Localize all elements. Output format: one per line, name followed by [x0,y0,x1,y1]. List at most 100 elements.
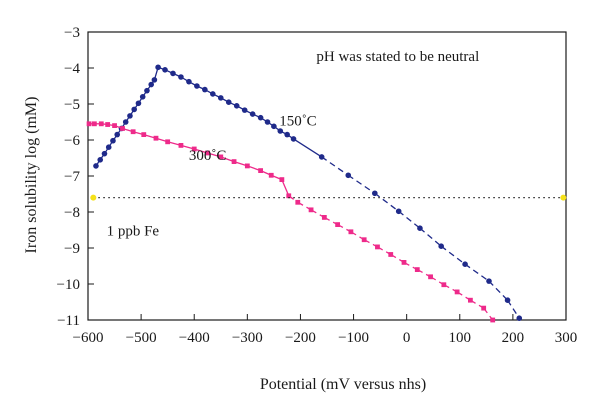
data-point [139,94,146,100]
data-point [241,107,248,113]
y-tick-label: −9 [64,241,80,257]
annotation-layer: pH was stated to be neutral 150˚C 300˚C 1 p… [107,49,480,240]
y-tick-label: −6 [64,133,80,149]
series-segment [398,210,421,229]
data-point [165,139,171,145]
y-tick-label: −5 [64,97,80,113]
x-axis-title: Potential (mV versus nhs) [260,376,426,393]
data-point [191,146,197,152]
data-point [271,123,277,130]
data-point [335,222,341,227]
y-tick-label: −7 [64,169,80,185]
data-point [97,157,104,163]
data-point [93,163,99,169]
y-axis-ticks: −3 −4 −5 −6 −7 −8 −9 −10 −11 [57,25,94,329]
data-point [153,135,159,141]
data-point [218,154,224,160]
y-tick-label: −8 [64,205,80,221]
data-point [141,132,147,137]
chart-annotation: pH was stated to be neutral [316,49,479,65]
data-point [454,289,460,295]
data-point [290,136,297,142]
data-point [162,67,168,73]
x-tick-label: 0 [403,330,411,346]
data-point [504,297,511,304]
data-point [308,207,314,213]
data-point [417,225,423,231]
series-1-ppb-fe [90,194,567,201]
plot-border [87,31,567,321]
y-tick-label: −10 [57,277,80,293]
data-point [217,95,224,101]
data-point [264,119,271,125]
data-point [257,114,264,121]
series-segment [293,138,323,158]
data-point [210,91,216,97]
data-point [151,77,158,83]
data-point [178,143,184,148]
data-point [120,126,125,131]
y-tick-label: −3 [64,25,80,41]
x-tick-label: 300 [555,330,578,346]
y-tick-label: −4 [64,61,80,77]
data-point [249,111,256,117]
data-point [277,128,284,134]
data-point [438,243,444,249]
data-point [135,100,142,107]
chart-annotation: 300˚C [189,148,227,164]
data-point [244,163,250,169]
data-point [375,244,380,250]
x-tick-label: 200 [502,330,525,346]
data-point [122,119,129,125]
series-segment [374,192,400,212]
data-point [395,208,402,215]
data-point [428,274,433,280]
data-point [233,103,240,109]
series-segment [440,245,466,265]
x-tick-label: −200 [285,330,316,346]
data-point [98,121,104,127]
data-point [268,172,274,178]
data-point [155,64,161,71]
reference-endpoint [560,194,567,201]
data-point [372,190,378,197]
data-point [178,74,184,80]
data-point [114,131,121,138]
data-point [144,87,150,94]
x-tick-label: −500 [126,330,157,346]
data-point [127,113,133,119]
data-point [105,144,112,150]
x-tick-label: 100 [449,330,472,346]
data-point [401,260,407,265]
data-point [202,86,208,93]
data-point [284,131,290,138]
data-point [148,81,155,88]
reference-endpoint [90,194,97,201]
series-segment [507,299,520,319]
data-point [110,137,116,144]
data-point [130,129,136,135]
data-point [516,315,523,322]
data-point [194,83,200,89]
chart-annotation: 1 ppb Fe [107,223,160,239]
data-point [414,267,420,272]
data-point [279,177,285,182]
series-segment [281,179,290,197]
data-point [441,282,447,288]
data-point [295,199,301,205]
series-300-c [86,121,496,323]
series-segment [321,156,349,176]
y-axis-title: Iron solubility log (mM) [23,97,40,254]
x-tick-label: −300 [232,330,263,346]
series-segment [419,227,442,247]
x-tick-label: −600 [73,330,104,346]
series-150-c [93,64,523,322]
series-segment [347,174,376,194]
data-point [258,168,264,173]
data-point [131,106,138,113]
series-segment [464,263,490,282]
y-tick-label: −11 [57,313,80,329]
data-point [361,237,367,243]
